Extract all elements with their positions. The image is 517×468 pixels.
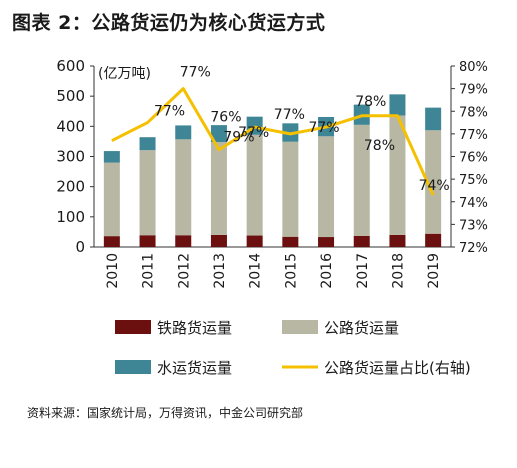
bar-segment bbox=[246, 235, 263, 247]
left-tick-label: 400 bbox=[56, 117, 85, 135]
bar-segment bbox=[139, 235, 156, 247]
data-label: 77% bbox=[238, 125, 269, 141]
right-tick-label: 74% bbox=[459, 196, 488, 211]
x-tick-label: 2016 bbox=[319, 253, 335, 289]
left-tick-label: 300 bbox=[56, 148, 85, 166]
right-tick-label: 73% bbox=[459, 218, 488, 233]
data-label: 74% bbox=[419, 178, 450, 194]
legend-label: 铁路货运量 bbox=[157, 319, 232, 337]
data-label: 78% bbox=[355, 94, 386, 110]
left-tick-label: 600 bbox=[56, 57, 85, 75]
bar-segment bbox=[282, 236, 299, 247]
left-tick-label: 500 bbox=[56, 87, 85, 105]
x-tick-label: 2014 bbox=[248, 253, 264, 289]
legend-swatch bbox=[115, 320, 151, 334]
bar-segment bbox=[175, 125, 192, 140]
bar-segment bbox=[103, 236, 120, 247]
right-tick-label: 78% bbox=[459, 105, 488, 120]
x-tick-label: 2019 bbox=[426, 253, 442, 289]
bar-segment bbox=[175, 139, 192, 236]
data-label: 77% bbox=[274, 107, 305, 123]
source-note: 资料来源：国家统计局，万得资讯，中金公司研究部 bbox=[27, 406, 304, 420]
right-tick-label: 75% bbox=[459, 173, 488, 188]
data-label: 77% bbox=[308, 120, 339, 136]
chart-area: 010020030040050060072%73%74%75%76%77%78%… bbox=[56, 57, 488, 377]
bar-segment bbox=[246, 134, 263, 236]
bar-segment bbox=[389, 94, 406, 116]
bar-segment bbox=[103, 151, 120, 163]
x-tick-label: 2013 bbox=[212, 253, 228, 289]
x-tick-label: 2012 bbox=[176, 253, 192, 289]
data-label: 77% bbox=[154, 104, 185, 120]
share-line bbox=[111, 87, 435, 196]
left-tick-label: 100 bbox=[56, 208, 85, 226]
bar-segment bbox=[425, 233, 442, 247]
y-axis-unit: (亿万吨) bbox=[98, 66, 151, 82]
x-tick-label: 2011 bbox=[141, 253, 157, 289]
bar-segment bbox=[282, 141, 299, 237]
plot-area: 010020030040050060072%73%74%75%76%77%78%… bbox=[56, 57, 488, 377]
legend-label: 水运货运量 bbox=[157, 359, 232, 377]
bar-segment bbox=[425, 130, 442, 234]
left-tick-label: 200 bbox=[56, 178, 85, 196]
data-label: 77% bbox=[180, 65, 211, 81]
x-tick-label: 2015 bbox=[283, 253, 299, 289]
data-label: 76% bbox=[210, 110, 241, 126]
x-tick-label: 2017 bbox=[355, 253, 371, 289]
right-tick-label: 72% bbox=[459, 241, 488, 256]
bar-segment bbox=[318, 237, 335, 247]
bar-segment bbox=[103, 162, 120, 237]
bar-segment bbox=[389, 234, 406, 247]
bar-segment bbox=[139, 150, 156, 236]
chart-title: 图表 2：公路货运仍为核心货运方式 bbox=[12, 12, 326, 34]
bar-segment bbox=[210, 234, 227, 247]
right-tick-label: 79% bbox=[459, 83, 488, 98]
bar-segment bbox=[389, 115, 406, 235]
data-label: 79% bbox=[223, 130, 254, 146]
data-label: 78% bbox=[364, 138, 395, 154]
left-tick-label: 0 bbox=[75, 238, 85, 256]
bar-segment bbox=[318, 136, 335, 238]
bar-segment bbox=[139, 137, 156, 151]
legend-label: 公路货运量 bbox=[324, 319, 399, 337]
x-tick-label: 2010 bbox=[105, 253, 121, 289]
bar-segment bbox=[353, 124, 370, 236]
legend-swatch bbox=[115, 360, 151, 374]
bar-segment bbox=[210, 142, 227, 235]
bar-segment bbox=[353, 235, 370, 247]
bar-segment bbox=[210, 125, 227, 143]
legend-swatch bbox=[282, 320, 318, 334]
right-tick-label: 77% bbox=[459, 128, 488, 143]
bar-segment bbox=[175, 235, 192, 247]
right-tick-label: 76% bbox=[459, 151, 488, 166]
x-tick-label: 2018 bbox=[390, 253, 406, 289]
legend-label: 公路货运量占比(右轴) bbox=[324, 359, 471, 377]
bar-segment bbox=[425, 107, 442, 131]
right-tick-label: 80% bbox=[459, 60, 488, 75]
